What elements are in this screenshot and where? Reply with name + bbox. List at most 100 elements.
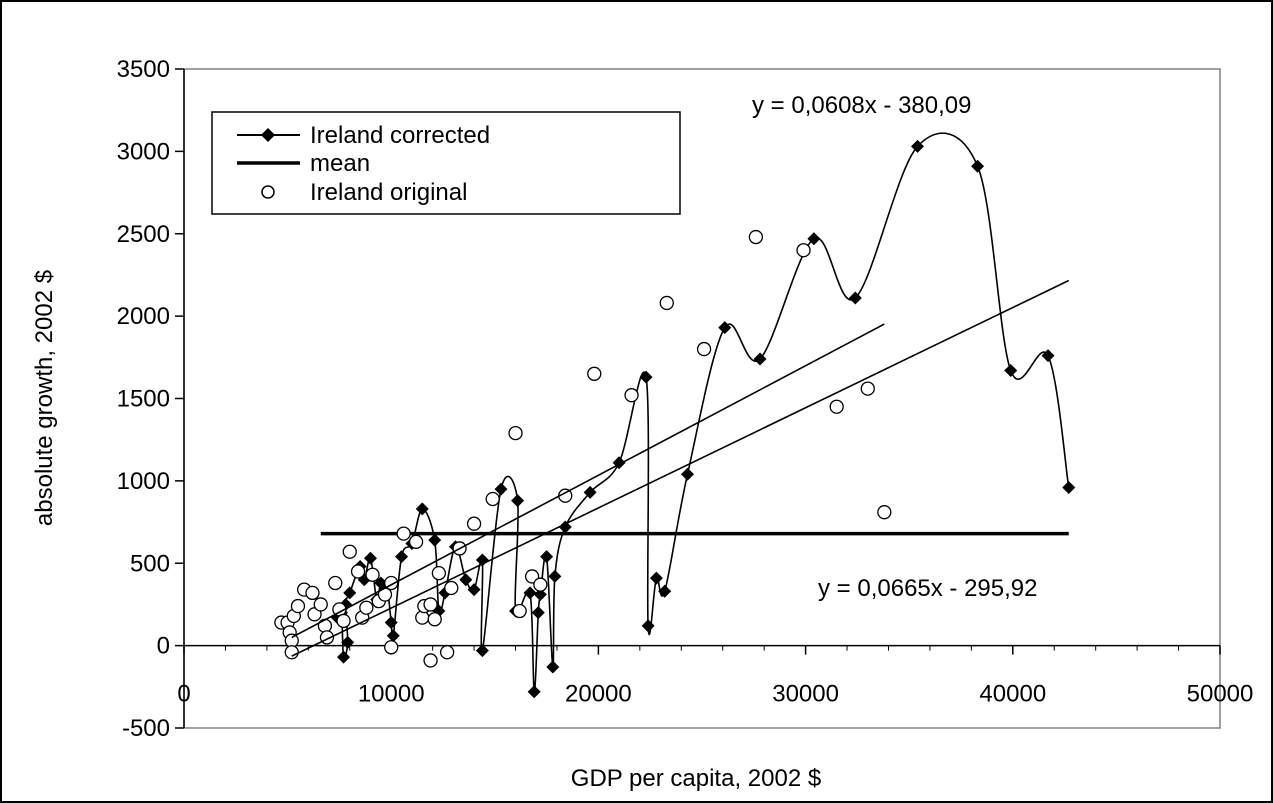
point-ireland-corrected xyxy=(343,586,357,600)
axes: 0 10000 20000 30000 40000 50000-5000500100015… xyxy=(117,56,1254,742)
y-tick-label: 1500 xyxy=(117,386,170,413)
point-ireland-corrected xyxy=(395,550,409,564)
point-ireland-corrected xyxy=(386,629,400,643)
point-ireland-original xyxy=(427,612,442,627)
point-ireland-corrected xyxy=(341,635,355,649)
point-ireland-original xyxy=(877,505,892,520)
point-ireland-original xyxy=(829,399,844,414)
legend-label-corrected: Ireland corrected xyxy=(310,122,490,149)
y-tick-label: 3000 xyxy=(117,138,170,165)
x-tick-label: 40000 xyxy=(979,681,1046,708)
point-ireland-original xyxy=(384,640,399,655)
point-ireland-corrected xyxy=(1041,349,1055,363)
y-tick-label: 500 xyxy=(130,550,170,577)
point-ireland-corrected xyxy=(467,583,481,597)
point-ireland-original xyxy=(485,491,500,507)
trendline-1 xyxy=(291,279,1070,657)
point-ireland-original xyxy=(423,653,438,668)
point-ireland-corrected xyxy=(658,584,672,598)
point-ireland-original xyxy=(408,534,424,549)
point-ireland-original xyxy=(317,618,333,634)
point-ireland-corrected xyxy=(639,370,653,384)
point-ireland-original xyxy=(313,597,328,612)
point-ireland-original xyxy=(624,388,639,403)
y-tick-label: 2000 xyxy=(117,303,170,330)
point-ireland-corrected xyxy=(807,232,821,246)
legend-label-original: Ireland original xyxy=(310,179,467,206)
point-ireland-original xyxy=(659,295,674,311)
point-ireland-corrected xyxy=(523,586,537,600)
point-ireland-original xyxy=(796,243,811,258)
point-ireland-corrected xyxy=(680,467,694,481)
point-ireland-original xyxy=(365,567,380,582)
point-ireland-corrected xyxy=(753,352,767,366)
point-ireland-original xyxy=(342,544,357,559)
point-ireland-corrected xyxy=(971,159,985,173)
point-ireland-corrected xyxy=(475,644,489,658)
point-ireland-original xyxy=(439,645,455,660)
x-tick-label: 50000 xyxy=(1187,681,1254,708)
y-tick-label: 2500 xyxy=(117,221,170,248)
point-ireland-corrected xyxy=(527,685,541,699)
point-ireland-original xyxy=(415,610,430,625)
trendlines xyxy=(291,279,1070,657)
point-ireland-original xyxy=(350,564,366,579)
legend-label-mean: mean xyxy=(310,150,370,177)
y-tick-label: 1000 xyxy=(117,468,170,495)
point-ireland-original xyxy=(508,425,523,441)
legend: Ireland corrected mean Ireland original xyxy=(211,111,681,215)
point-ireland-corrected xyxy=(848,291,862,305)
point-ireland-original xyxy=(284,645,299,660)
point-ireland-corrected xyxy=(531,606,545,620)
point-ireland-original xyxy=(328,575,343,591)
trendline-equation-1: y = 0,0608x - 380,09 xyxy=(752,92,972,119)
point-ireland-corrected xyxy=(533,588,547,602)
y-tick-label: 3500 xyxy=(117,56,170,83)
point-ireland-corrected xyxy=(540,550,554,564)
point-ireland-original xyxy=(290,598,306,614)
x-tick-label: 30000 xyxy=(772,681,839,708)
point-ireland-corrected xyxy=(718,321,732,335)
point-ireland-corrected xyxy=(583,485,597,499)
point-ireland-corrected xyxy=(1004,363,1018,377)
point-ireland-corrected xyxy=(641,619,655,633)
point-ireland-corrected xyxy=(459,573,473,587)
point-ireland-corrected xyxy=(337,650,351,664)
y-tick-label: -500 xyxy=(122,715,170,742)
legend-marker-original xyxy=(261,185,275,199)
point-ireland-original xyxy=(423,597,438,612)
point-ireland-corrected xyxy=(548,569,562,583)
point-ireland-original xyxy=(359,600,374,615)
point-ireland-original xyxy=(336,613,351,629)
point-ireland-original xyxy=(431,565,447,581)
x-tick-label: 10000 xyxy=(358,681,425,708)
point-ireland-corrected xyxy=(494,482,508,496)
point-ireland-corrected xyxy=(415,502,429,516)
point-ireland-original xyxy=(396,526,411,541)
y-axis-title: absolute growth, 2002 $ xyxy=(31,270,58,526)
point-ireland-corrected xyxy=(363,551,377,565)
series-layer xyxy=(274,132,1076,699)
y-tick-label: 0 xyxy=(157,633,170,660)
point-ireland-original xyxy=(533,577,548,592)
point-ireland-corrected xyxy=(511,494,525,508)
trendline-equation-2: y = 0,0665x - 295,92 xyxy=(818,575,1038,602)
trendline-2 xyxy=(291,323,885,639)
point-ireland-corrected xyxy=(649,571,663,585)
point-ireland-original xyxy=(748,229,764,245)
point-ireland-corrected xyxy=(558,520,572,534)
x-axis-title: GDP per capita, 2002 $ xyxy=(571,765,821,792)
point-ireland-original xyxy=(305,585,320,601)
legend-marker-corrected xyxy=(261,128,275,142)
point-ireland-corrected xyxy=(1062,480,1076,494)
point-ireland-original xyxy=(444,580,459,596)
point-ireland-original xyxy=(587,366,602,381)
point-ireland-original xyxy=(860,381,875,396)
point-ireland-corrected xyxy=(428,533,442,547)
x-tick-label: 20000 xyxy=(565,681,632,708)
point-ireland-original xyxy=(696,341,712,357)
point-ireland-corrected xyxy=(384,616,398,630)
point-ireland-original xyxy=(512,603,527,619)
point-ireland-corrected xyxy=(546,660,560,674)
